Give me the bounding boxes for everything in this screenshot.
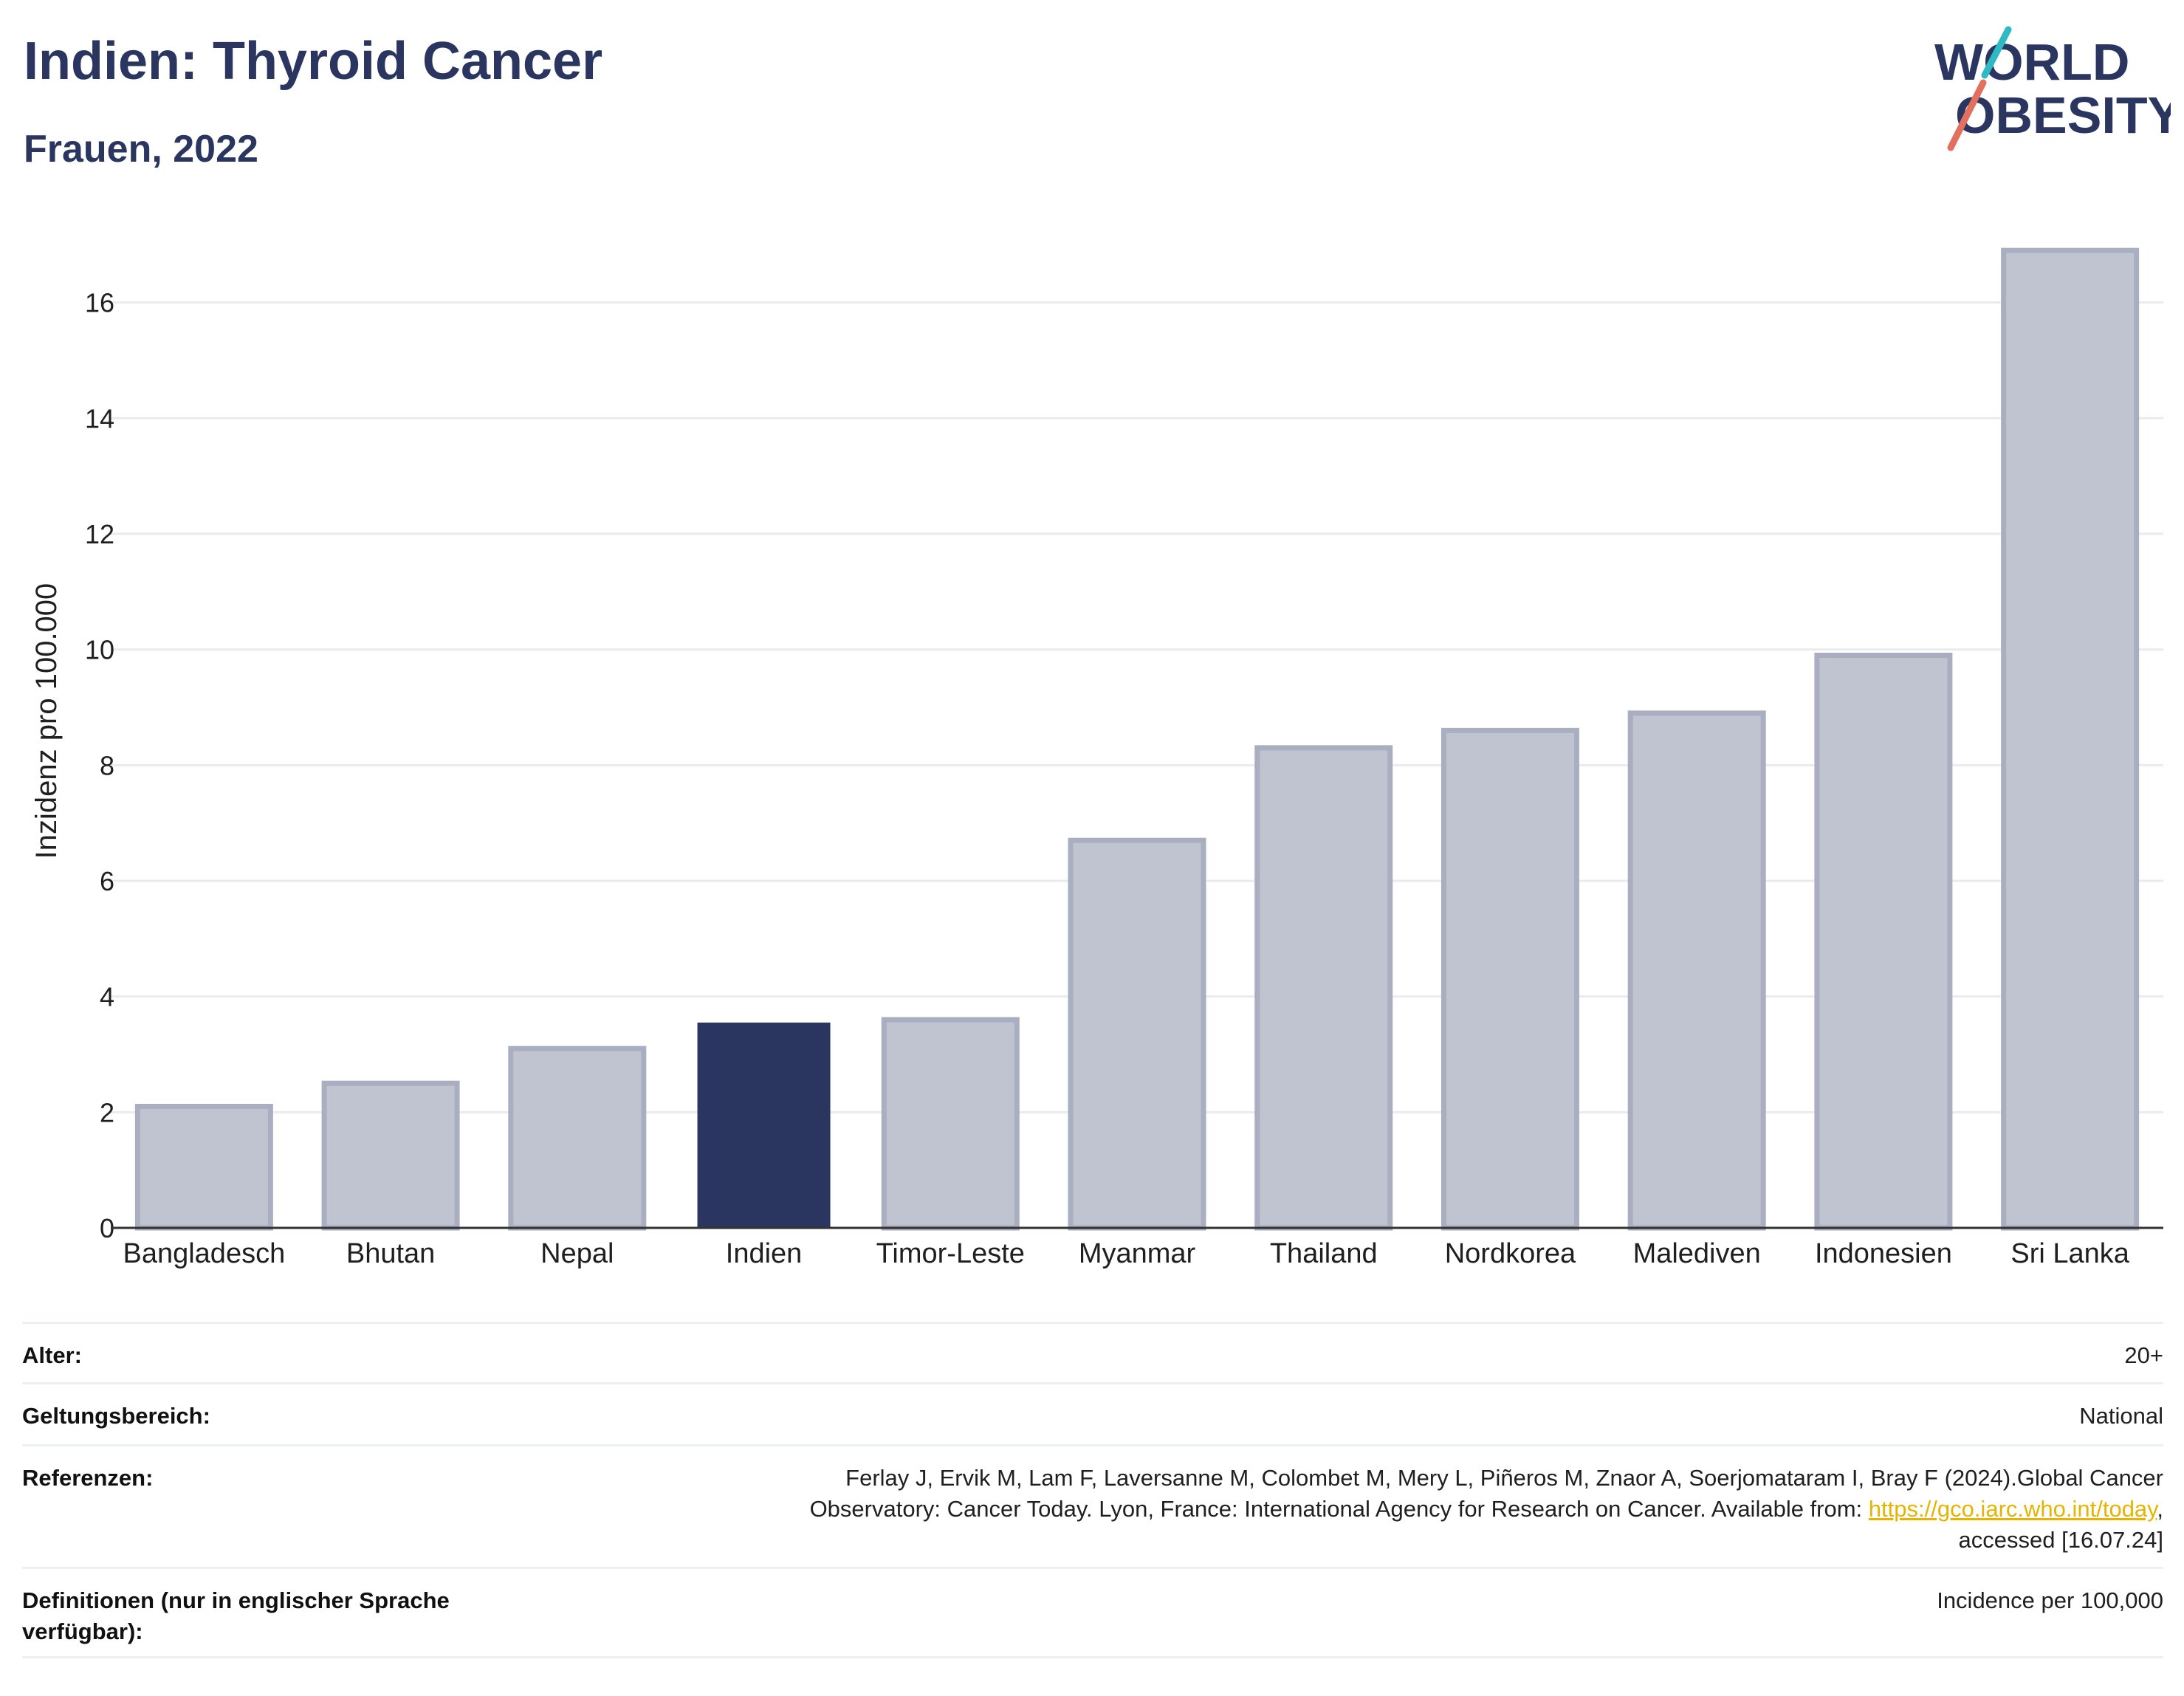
page-title: Indien: Thyroid Cancer bbox=[24, 32, 603, 91]
x-tick-label: Indien bbox=[726, 1238, 803, 1269]
bars bbox=[134, 247, 2140, 1231]
bar-thailand bbox=[1254, 745, 1393, 1231]
x-tick-labels: Bangladesch Bhutan Nepal Indien Timor-Leste M… bbox=[123, 1238, 2129, 1269]
logo-line-1: WORLD bbox=[1934, 33, 2129, 91]
y-axis-label: Inzidenz pro 100.000 bbox=[30, 583, 63, 859]
bar-nepal bbox=[508, 1046, 647, 1231]
bar-bhutan bbox=[321, 1080, 460, 1231]
x-tick-label: Indonesien bbox=[1815, 1238, 1952, 1269]
x-tick-label: Myanmar bbox=[1079, 1238, 1196, 1269]
y-tick-label: 4 bbox=[100, 982, 114, 1012]
references-value: Ferlay J, Ervik M, Lam F, Laversanne M, … bbox=[810, 1463, 2163, 1556]
definitions-label-line-1: Definitionen (nur in englischer Sprache bbox=[22, 1587, 450, 1613]
scope-label: Geltungsbereich: bbox=[22, 1403, 210, 1429]
references-line-2: Observatory: Cancer Today. Lyon, France:… bbox=[809, 1496, 1869, 1522]
logo-slash-coral bbox=[1947, 79, 1987, 151]
y-tick-label: 0 bbox=[100, 1213, 114, 1243]
meta-row-definitions: Definitionen (nur in englischer Sprache … bbox=[22, 1567, 2163, 1658]
definitions-value: Incidence per 100,000 bbox=[1937, 1587, 2163, 1613]
references-line-2-end: , bbox=[2157, 1496, 2163, 1522]
bar-chart: 0 2 4 6 8 10 12 14 16 Bangladesch Bhutan Nepal Indi… bbox=[30, 247, 2163, 1269]
bar-sri-lanka bbox=[2001, 247, 2140, 1231]
age-value: 20+ bbox=[2124, 1342, 2163, 1368]
bar-malediven bbox=[1627, 710, 1766, 1231]
logo-line-2: OBESITY bbox=[1955, 86, 2171, 144]
age-label: Alter: bbox=[22, 1342, 82, 1368]
metadata-table: Alter: 20+ Geltungsbereich: National Ref… bbox=[22, 1322, 2163, 1658]
bar-myanmar bbox=[1068, 837, 1206, 1231]
references-label: Referenzen: bbox=[22, 1465, 154, 1491]
scope-value: National bbox=[2079, 1403, 2163, 1429]
x-tick-label: Bhutan bbox=[346, 1238, 435, 1269]
bar-nordkorea bbox=[1440, 727, 1579, 1231]
bar-indonesien bbox=[1814, 653, 1953, 1231]
y-tick-label: 6 bbox=[100, 866, 114, 896]
y-tick-label: 12 bbox=[85, 519, 114, 549]
definitions-label: Definitionen (nur in englischer Sprache … bbox=[22, 1585, 450, 1647]
bar-indien bbox=[697, 1022, 831, 1228]
x-tick-label: Sri Lanka bbox=[2010, 1238, 2129, 1269]
definitions-label-line-2: verfügbar): bbox=[22, 1618, 143, 1644]
references-line-3: accessed [16.07.24] bbox=[1958, 1527, 2163, 1553]
x-tick-label: Malediven bbox=[1633, 1238, 1761, 1269]
bar-bangladesch bbox=[134, 1104, 273, 1231]
x-tick-label: Timor-Leste bbox=[876, 1238, 1025, 1269]
y-tick-label: 14 bbox=[85, 403, 114, 433]
x-tick-label: Nordkorea bbox=[1445, 1238, 1576, 1269]
meta-row-age: Alter: 20+ bbox=[22, 1322, 2163, 1382]
references-link[interactable]: https://gco.iarc.who.int/today bbox=[1868, 1496, 2157, 1522]
y-tick-label: 2 bbox=[100, 1097, 114, 1127]
y-tick-label: 10 bbox=[85, 635, 114, 665]
page-subtitle: Frauen, 2022 bbox=[24, 128, 258, 171]
x-tick-label: Nepal bbox=[540, 1238, 614, 1269]
references-line-1: Ferlay J, Ervik M, Lam F, Laversanne M, … bbox=[845, 1465, 2163, 1491]
y-tick-label: 8 bbox=[100, 750, 114, 780]
logo-slash-teal bbox=[1981, 26, 2012, 79]
x-tick-label: Bangladesch bbox=[123, 1238, 285, 1269]
y-tick-labels: 0 2 4 6 8 10 12 14 16 bbox=[85, 288, 114, 1243]
y-tick-label: 16 bbox=[85, 288, 114, 318]
meta-row-references: Referenzen: Ferlay J, Ervik M, Lam F, La… bbox=[22, 1444, 2163, 1567]
x-tick-label: Thailand bbox=[1270, 1238, 1378, 1269]
meta-row-scope: Geltungsbereich: National bbox=[22, 1382, 2163, 1444]
world-obesity-logo: WORLD OBESITY bbox=[1934, 26, 2171, 151]
bar-timor-leste bbox=[881, 1017, 1020, 1231]
